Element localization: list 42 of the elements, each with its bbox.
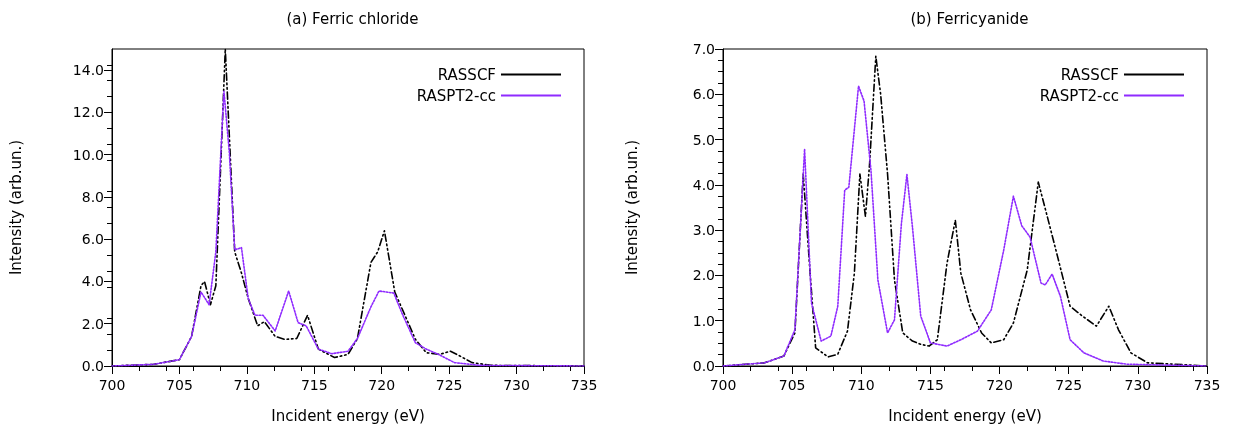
- x-tick-label: 735: [570, 377, 598, 393]
- x-tick-label: 730: [503, 377, 530, 393]
- y-tick-label: 7.0: [692, 41, 715, 57]
- y-tick-label: 14.0: [72, 62, 104, 79]
- x-tick-label: 705: [778, 377, 806, 393]
- x-tick-label: 730: [1124, 377, 1152, 393]
- x-tick-label: 715: [300, 377, 328, 393]
- x-tick-label: 710: [847, 377, 875, 393]
- chart-title: (b) Ferricyanide: [910, 9, 1029, 28]
- legend-label: RASPT2-cc: [1039, 86, 1119, 105]
- y-tick-label: 3.0: [692, 222, 715, 239]
- x-tick-label: 725: [435, 377, 463, 393]
- x-tick-label: 720: [368, 377, 396, 393]
- x-tick-label: 720: [986, 377, 1013, 393]
- y-tick-label: 2.0: [692, 267, 715, 284]
- legend-label: RASSCF: [1060, 65, 1119, 84]
- chart-title: (a) Ferric chloride: [286, 9, 419, 28]
- x-axis-title: Incident energy (eV): [888, 406, 1042, 425]
- y-tick-label: 6.0: [692, 86, 715, 103]
- x-tick-label: 705: [166, 377, 193, 393]
- x-tick-label: 710: [233, 377, 261, 393]
- y-tick-label: 1.0: [692, 312, 715, 329]
- y-tick-label: 0.0: [81, 358, 104, 374]
- y-tick-label: 10.0: [72, 146, 104, 163]
- y-tick-label: 6.0: [81, 231, 104, 248]
- x-tick-label: 735: [1193, 377, 1221, 393]
- y-axis-title: Intensity (arb.un.): [6, 139, 25, 276]
- y-tick-label: 8.0: [81, 188, 104, 205]
- y-axis-title: Intensity (arb.un.): [622, 139, 641, 276]
- y-tick-label: 4.0: [81, 273, 104, 290]
- x-axis-title: Incident energy (eV): [271, 406, 425, 425]
- legend-label: RASSCF: [437, 65, 496, 84]
- x-tick-label: 700: [98, 377, 126, 393]
- y-tick-label: 2.0: [81, 315, 104, 332]
- x-tick-label: 715: [917, 377, 944, 393]
- y-tick-label: 0.0: [692, 358, 715, 374]
- x-tick-label: 725: [1055, 377, 1083, 393]
- y-tick-label: 5.0: [692, 131, 715, 148]
- legend-label: RASPT2-cc: [416, 86, 496, 105]
- y-tick-label: 4.0: [692, 176, 715, 193]
- y-tick-label: 12.0: [72, 104, 104, 121]
- x-tick-label: 700: [709, 377, 737, 393]
